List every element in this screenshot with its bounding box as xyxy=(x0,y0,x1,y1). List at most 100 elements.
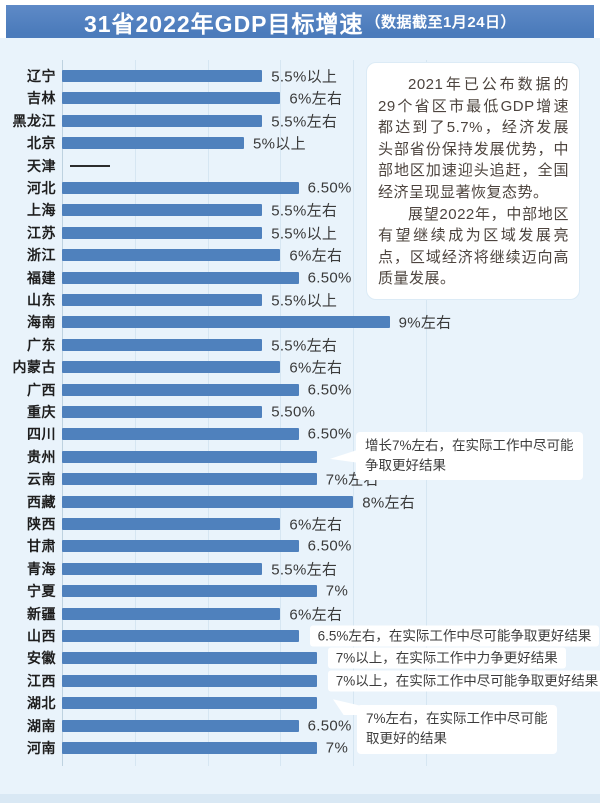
province-label: 新疆 xyxy=(27,605,56,622)
bar xyxy=(62,607,281,620)
chart-row: 江苏 5.5%以上 xyxy=(0,222,600,244)
chart-row: 吉林 6%左右 xyxy=(0,87,600,109)
value-label: 6.50% xyxy=(307,269,352,287)
value-label: 6%左右 xyxy=(289,606,343,624)
province-label: 河南 xyxy=(27,739,56,756)
value-label: 6.50% xyxy=(307,537,352,555)
chart-row: 辽宁 5.5%以上 xyxy=(0,65,600,87)
province-label: 山西 xyxy=(27,627,56,644)
bar xyxy=(62,585,317,598)
bar xyxy=(62,69,263,82)
province-label: 四川 xyxy=(27,426,56,443)
province-label: 青海 xyxy=(27,560,56,577)
bar xyxy=(62,226,263,239)
chart-row: 黑龙江 5.5%左右 xyxy=(0,110,600,132)
chart-row: 广西 6.50% xyxy=(0,378,600,400)
chart-row: 重庆 5.50% xyxy=(0,401,600,423)
chart-row: 宁夏 7% xyxy=(0,580,600,602)
bar xyxy=(62,405,263,418)
value-label: 6%左右 xyxy=(289,359,343,377)
province-label: 河北 xyxy=(27,179,56,196)
chart-row: 天津 xyxy=(0,154,600,176)
value-label: 5%以上 xyxy=(253,135,306,153)
value-label: 5.5%以上 xyxy=(271,292,338,310)
bottom-strip xyxy=(0,794,600,803)
value-label: 6%左右 xyxy=(289,247,343,265)
value-label: 6%左右 xyxy=(289,516,343,534)
bar xyxy=(62,316,390,329)
bar xyxy=(62,629,299,642)
annotation-box: 6.5%左右，在实际工作中尽可能争取更好结果 xyxy=(309,625,600,647)
chart-row: 贵州 xyxy=(0,446,600,468)
chart-row: 广东 5.5%左右 xyxy=(0,334,600,356)
province-label: 湖南 xyxy=(27,717,56,734)
bar xyxy=(62,383,299,396)
chart-row: 内蒙古 6%左右 xyxy=(0,356,600,378)
chart-row: 甘肃 6.50% xyxy=(0,535,600,557)
bar xyxy=(62,741,317,754)
chart-row: 山西 6.5%左右，在实际工作中尽可能争取更好结果 xyxy=(0,625,600,647)
bar xyxy=(62,562,263,575)
value-label: 6.50% xyxy=(307,425,352,443)
province-label: 陕西 xyxy=(27,515,56,532)
province-label: 山东 xyxy=(27,291,56,308)
province-label: 宁夏 xyxy=(27,583,56,600)
chart-row: 河北 6.50% xyxy=(0,177,600,199)
title-bar: 31省2022年GDP目标增速 （数据截至1月24日） xyxy=(6,5,594,40)
province-label: 海南 xyxy=(27,314,56,331)
chart-row: 北京 5%以上 xyxy=(0,132,600,154)
province-label: 云南 xyxy=(27,471,56,488)
bar xyxy=(62,249,281,262)
chart-row: 上海 5.5%左右 xyxy=(0,199,600,221)
callout-line: 取更好的结果 xyxy=(366,731,447,747)
bar xyxy=(62,697,317,710)
bar xyxy=(62,450,317,463)
callout-line: 争取更好结果 xyxy=(365,458,446,474)
value-label: 5.5%左右 xyxy=(271,561,338,579)
gridline xyxy=(426,60,427,766)
value-label: 6.50% xyxy=(307,381,352,399)
page-title: 31省2022年GDP目标增速 xyxy=(83,10,364,37)
province-label: 浙江 xyxy=(27,247,56,264)
province-label: 广东 xyxy=(27,336,56,353)
no-data-dash xyxy=(70,164,110,167)
bar xyxy=(62,473,317,486)
province-label: 甘肃 xyxy=(27,538,56,555)
gridline xyxy=(353,60,355,766)
annotation-box: 7%以上，在实际工作中力争更好结果 xyxy=(327,647,566,669)
chart-row: 河南 7% xyxy=(0,737,600,759)
chart-row: 青海 5.5%左右 xyxy=(0,558,600,580)
bar xyxy=(62,540,299,553)
province-label: 黑龙江 xyxy=(12,112,56,129)
commentary-paragraph-1: 2021年已公布数据的29个省区市最低GDP增速都达到了5.7%，经济发展头部省… xyxy=(378,76,569,201)
value-label: 8%左右 xyxy=(362,494,416,512)
province-label: 广西 xyxy=(27,381,56,398)
province-label: 内蒙古 xyxy=(12,359,56,376)
chart-row: 西藏 8%左右 xyxy=(0,490,600,512)
value-label: 5.5%左右 xyxy=(271,202,338,220)
value-label: 6.50% xyxy=(307,179,352,197)
chart-row: 海南 9%左右 xyxy=(0,311,600,333)
page-title-subtitle: （数据截至1月24日） xyxy=(365,14,517,31)
province-label: 西藏 xyxy=(27,493,56,510)
province-label: 上海 xyxy=(27,202,56,219)
province-label: 吉林 xyxy=(27,90,56,107)
value-label: 5.50% xyxy=(271,403,316,421)
gridline xyxy=(280,60,282,766)
bar xyxy=(62,517,281,530)
value-label: 6%左右 xyxy=(289,90,343,108)
chart-row: 山东 5.5%以上 xyxy=(0,289,600,311)
chart-row: 安徽 7%以上，在实际工作中力争更好结果 xyxy=(0,647,600,669)
chart-row: 湖北 xyxy=(0,692,600,714)
value-label: 7% xyxy=(325,582,349,600)
value-label: 6.50% xyxy=(307,717,352,735)
chart-row: 陕西 6%左右 xyxy=(0,513,600,535)
callout-line: 增长7%左右，在实际工作中尽可能 xyxy=(365,437,574,453)
callout-line: 7%左右，在实际工作中尽可能 xyxy=(366,711,548,727)
chart-row: 湖南 6.50% xyxy=(0,714,600,736)
bar xyxy=(62,137,244,150)
bar xyxy=(62,204,263,217)
value-label: 5.5%以上 xyxy=(271,225,338,243)
bar xyxy=(62,495,354,508)
